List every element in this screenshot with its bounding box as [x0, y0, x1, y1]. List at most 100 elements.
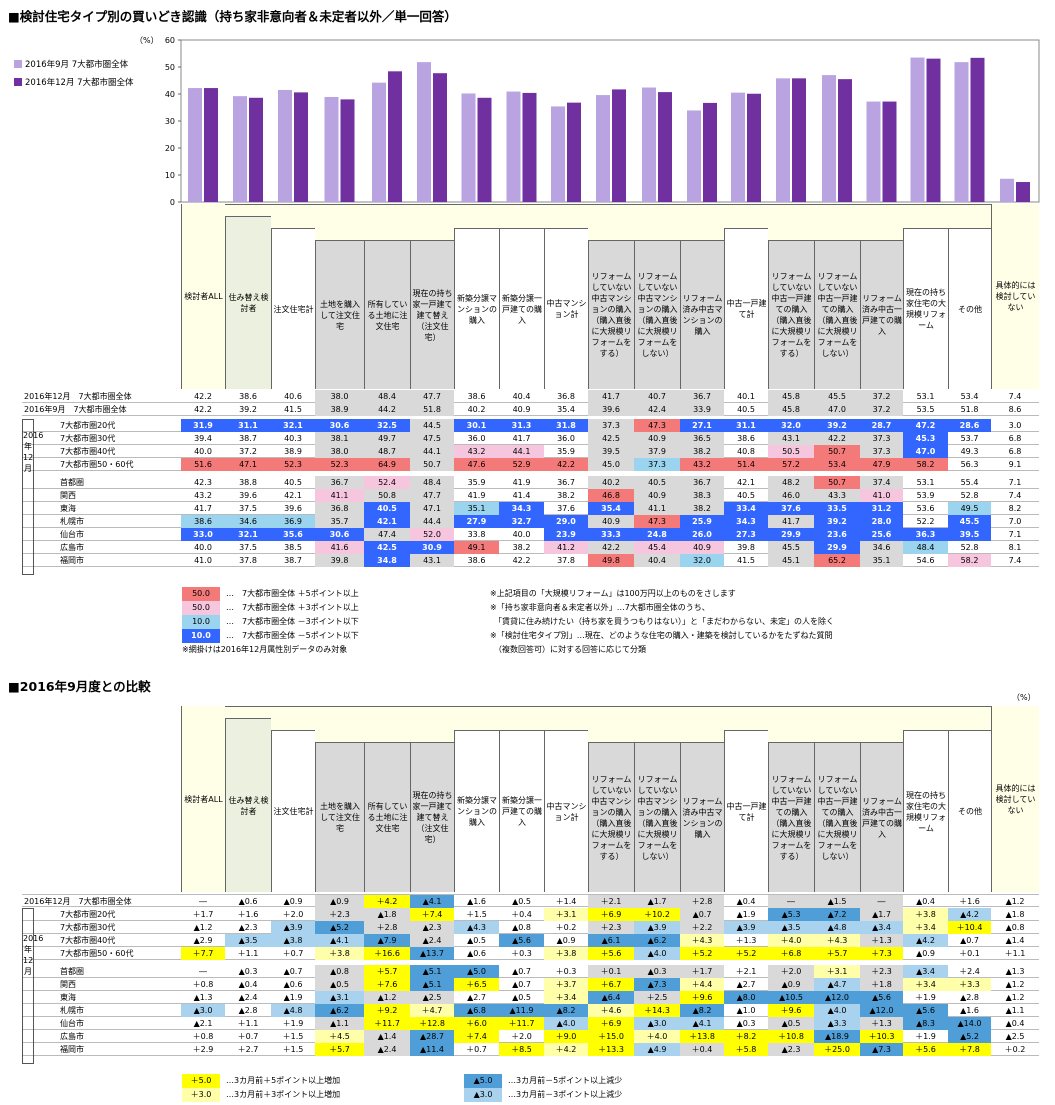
table-cell: 44.4 — [410, 515, 454, 528]
table-cell: ▲1.2 — [364, 991, 410, 1004]
table-cell: 36.7 — [680, 476, 724, 489]
table-cell: 40.9 — [680, 541, 724, 554]
col-header: 中古マンション計 — [544, 228, 588, 389]
table-cell: ＋9.6 — [768, 1004, 814, 1017]
col-header: 具体的には検討していない — [991, 204, 1039, 389]
table-cell: ▲3.1 — [315, 991, 364, 1004]
table-cell: ＋7.4 — [454, 1030, 499, 1043]
table-cell: 35.1 — [860, 554, 903, 567]
table-cell: ＋4.0 — [634, 1030, 680, 1043]
table-cell: 53.9 — [916, 491, 935, 500]
bar-sep — [417, 62, 431, 202]
table-cell: 28.6 — [948, 419, 991, 432]
bar-sep — [278, 89, 292, 202]
table-cell: ▲0.8 — [512, 923, 531, 932]
table-cell: 41.1 — [634, 502, 680, 515]
table-cell: ＋1.1 — [1004, 949, 1026, 958]
table-cell: ＋5.6 — [903, 1043, 948, 1056]
table-cell: 8.1 — [1008, 543, 1022, 552]
table-cell: 51.4 — [724, 458, 768, 471]
legend-text: … 7大都市圏全体 －5ポイント以下 — [226, 631, 359, 640]
table-cell: 38.2 — [557, 491, 575, 500]
table-cell: 38.2 — [512, 543, 531, 552]
table-cell: 37.9 — [634, 445, 680, 458]
table-cell: 41.5 — [737, 556, 755, 565]
table-cell: ＋1.3 — [860, 934, 903, 947]
table-cell: 38.8 — [239, 478, 257, 487]
table-cell: 39.6 — [284, 504, 302, 513]
table-cell: ▲2.3 — [410, 921, 454, 934]
table-cell: 38.6 — [467, 392, 486, 401]
table-cell: ▲3.9 — [724, 921, 768, 934]
table-cell: 37.5 — [239, 504, 257, 513]
table-cell: 38.7 — [239, 434, 257, 443]
table-cell: 7.4 — [1008, 491, 1022, 500]
table-row: 7大都市圏30代 ▲1.2 ▲2.3 ▲3.9 ▲5.2 ＋2.8 ▲2.3 ▲4.3 ▲0.8… — [22, 921, 1039, 934]
table-cell: 37.3 — [634, 458, 680, 471]
table-cell: 47.3 — [634, 419, 680, 432]
table-cell: ▲2.1 — [193, 1019, 213, 1028]
table-cell: ＋4.6 — [588, 1004, 634, 1017]
col-header: リフォームしていない中古マンションの購入（購入直後に大規模リフォームをしない） — [634, 742, 680, 892]
table-cell: ＋1.5 — [282, 1045, 304, 1054]
table-cell: ＋11.7 — [499, 1017, 544, 1030]
table-row: 福岡市 ＋2.9 ＋2.7 ＋1.5 ＋5.7 ▲2.4 ▲11.4 ＋0.7 ＋8.5 ＋4.2… — [22, 1043, 1039, 1056]
table-cell: ＋6.8 — [768, 947, 814, 960]
table-cell: 38.6 — [239, 392, 257, 401]
table-cell: 40.5 — [737, 405, 755, 414]
col-header: リフォームしていない中古一戸建ての購入（購入直後に大規模リフォームをする） — [768, 742, 814, 892]
table-cell: 50.7 — [814, 445, 860, 458]
table-cell: ▲4.7 — [814, 978, 860, 991]
row-label: 広島市 — [60, 543, 84, 552]
table-cell: ▲5.6 — [860, 991, 903, 1004]
table-cell: ＋0.8 — [192, 1032, 214, 1041]
table-cell: 56.3 — [960, 460, 979, 469]
table-row: 東海 ▲1.3 ▲2.4 ▲1.9 ▲3.1 ▲1.2 ▲2.5 ▲2.7 ▲0.5 ＋3.4 ▲6… — [22, 991, 1039, 1004]
row-label: 関西 — [60, 491, 76, 500]
table-cell: 38.6 — [181, 515, 225, 528]
bar-dec — [926, 58, 941, 202]
table-cell: ＋4.2 — [364, 895, 410, 908]
table-cell: 43.2 — [454, 445, 499, 458]
table-cell: ▲1.3 — [193, 993, 213, 1002]
table-cell: ＋1.1 — [237, 949, 259, 958]
col-header: リフォーム済み中古マンションの購入 — [680, 240, 724, 389]
table-cell: 42.2 — [512, 556, 531, 565]
table-row: 7大都市圏50・60代 51.6 47.1 52.3 52.3 64.9 50.7 47.6 5… — [22, 458, 1039, 471]
table-cell: 43.3 — [814, 489, 860, 502]
table-cell: ▲0.9 — [315, 895, 364, 908]
table-cell: 38.7 — [284, 556, 302, 565]
bar-sep — [461, 93, 476, 202]
table-cell: 50.8 — [364, 489, 410, 502]
table-cell: 41.7 — [512, 434, 531, 443]
table-row: 札幌市 ▲3.0 ▲2.8 ▲4.8 ▲6.2 ＋9.2 ＋4.7 ▲6.8 ▲11.9 ▲8.2… — [22, 1004, 1039, 1017]
summary-rows-2: 2016年12月 7大都市圏全体 ― ▲0.6 ▲0.9 ▲0.9 ＋4.2 ▲4.1 ▲1.… — [22, 894, 1039, 908]
table-cell: 51.8 — [960, 405, 979, 414]
table-cell: ▲1.2 — [193, 923, 213, 932]
table-cell: ▲4.1 — [410, 895, 454, 908]
table-cell: ＋0.8 — [192, 980, 214, 989]
col-header: 土地を購入して注文住宅 — [315, 742, 364, 892]
table-cell: 40.9 — [588, 515, 634, 528]
table-cell: 37.8 — [557, 556, 575, 565]
table-cell: ▲1.9 — [736, 910, 756, 919]
table-cell: ▲2.4 — [410, 934, 454, 947]
table-cell: ＋1.8 — [860, 978, 903, 991]
table-cell: 33.8 — [467, 530, 486, 539]
table-cell: 41.6 — [315, 541, 364, 554]
table-cell: 37.6 — [557, 504, 575, 513]
table-cell: 47.0 — [903, 445, 948, 458]
table-row: 広島市 ＋0.8 ＋0.7 ＋1.5 ＋4.5 ▲1.4 ▲28.7 ＋7.4 ＋2.0 ＋9.0… — [22, 1030, 1039, 1043]
table-cell: ＋7.7 — [181, 947, 225, 960]
col-header: リフォーム済み中古一戸建ての購入 — [860, 742, 903, 892]
legend-key-darkblue: 10.0 — [182, 629, 220, 643]
table-cell: 35.9 — [557, 447, 575, 456]
bar-sep — [910, 57, 925, 202]
table-cell: 40.5 — [634, 476, 680, 489]
table-cell: ▲4.0 — [634, 947, 680, 960]
table-cell: 41.9 — [467, 491, 486, 500]
col-header: リフォーム済み中古マンションの購入 — [680, 742, 724, 892]
row-label: 首都圏 — [60, 967, 84, 976]
col-header: 新築分譲一戸建ての購入 — [499, 730, 544, 892]
table-cell: 45.5 — [768, 541, 814, 554]
